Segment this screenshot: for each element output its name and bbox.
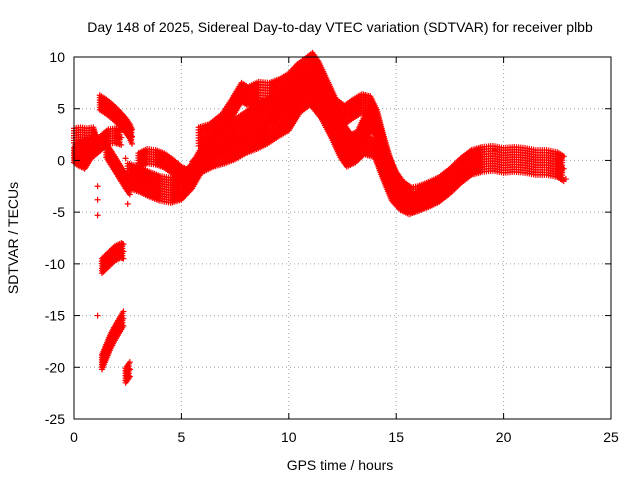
series-main-band <box>124 60 567 216</box>
data-points <box>71 49 569 386</box>
chart-title: Day 148 of 2025, Sidereal Day-to-day VTE… <box>87 19 593 35</box>
